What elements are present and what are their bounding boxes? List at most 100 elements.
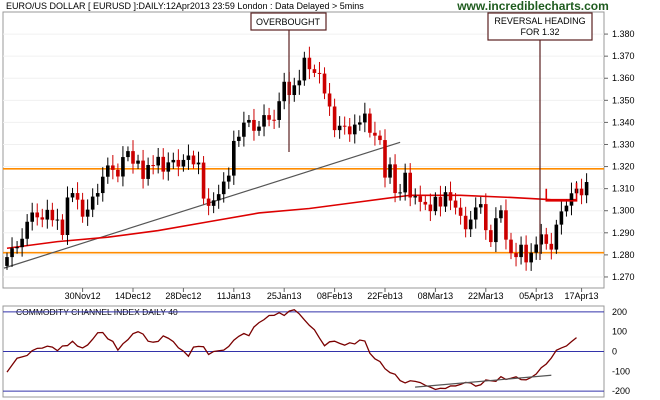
reversal-label-line1: REVERSAL HEADING	[494, 16, 585, 26]
candle	[368, 108, 372, 138]
candle	[90, 188, 95, 218]
candle	[569, 182, 574, 216]
candle-body	[232, 140, 236, 176]
candle-body	[75, 193, 80, 200]
candle	[327, 82, 332, 116]
candle-body	[106, 165, 110, 177]
candle	[282, 72, 286, 110]
candle	[191, 150, 196, 169]
watermark: www.incrediblecharts.com	[456, 0, 609, 13]
candle-body	[277, 101, 281, 120]
candle	[514, 242, 518, 267]
date-tick-label: 08Mar13	[418, 291, 454, 301]
candle-body	[383, 140, 387, 178]
candle-body	[468, 219, 473, 230]
candle-body	[428, 204, 433, 212]
price-support-line	[3, 141, 401, 269]
candle-body	[55, 219, 60, 221]
candle	[534, 236, 538, 260]
candle-body	[579, 188, 584, 196]
price-tick-label: 1.290	[612, 228, 635, 238]
candle	[60, 214, 65, 240]
candle	[383, 129, 387, 188]
candle-body	[559, 211, 564, 225]
candle	[408, 163, 412, 207]
candle	[468, 210, 473, 237]
candle-body	[15, 247, 19, 249]
candle-body	[141, 160, 145, 179]
candle	[297, 69, 302, 95]
candle	[559, 200, 564, 235]
candle	[95, 183, 100, 205]
candle-body	[403, 172, 407, 193]
date-tick-label: 05Apr13	[519, 291, 553, 301]
candle	[70, 187, 75, 203]
candle-body	[448, 192, 453, 201]
candle	[524, 235, 528, 271]
candle-body	[342, 125, 347, 127]
candle	[453, 192, 458, 215]
candle	[211, 192, 216, 214]
candle	[35, 203, 40, 226]
candle	[373, 121, 377, 146]
candle	[358, 115, 362, 131]
candle-body	[272, 119, 276, 121]
candle-body	[378, 135, 382, 141]
reversal-bracket	[545, 182, 578, 202]
candle-body	[121, 157, 125, 177]
price-tick-label: 1.340	[612, 117, 635, 127]
candle-body	[292, 85, 297, 96]
candle	[554, 219, 559, 254]
cci-series	[6, 309, 577, 391]
cci-axis-ticks: -200 -100 0 100 200	[612, 307, 630, 396]
candle-body	[302, 57, 307, 81]
candle-body	[20, 238, 24, 248]
candle-body	[267, 115, 271, 120]
candle	[5, 252, 9, 270]
candle	[267, 107, 271, 127]
candle-body	[116, 169, 120, 177]
candle	[418, 185, 423, 212]
price-tick-label: 1.370	[612, 51, 635, 61]
candle	[111, 155, 115, 180]
candle	[332, 98, 337, 138]
candle	[201, 156, 206, 205]
candle	[226, 167, 231, 189]
candle-body	[388, 164, 392, 178]
cci-tick-label: 0	[612, 347, 617, 357]
candle	[116, 163, 120, 183]
candle	[388, 157, 392, 184]
candle-body	[418, 196, 423, 202]
cci-line	[6, 309, 577, 391]
candle-body	[201, 162, 206, 199]
candle	[549, 232, 554, 260]
candle-body	[50, 209, 55, 221]
moving-average	[6, 194, 577, 250]
candle-body	[237, 136, 241, 141]
cci-tick-label: -100	[612, 366, 630, 376]
candle-body	[252, 119, 256, 131]
candle	[438, 185, 443, 217]
candle-body	[408, 172, 412, 198]
date-tick-label: 22Feb13	[367, 291, 403, 301]
candle-body	[85, 209, 90, 217]
candle	[156, 147, 160, 174]
candle-body	[221, 181, 226, 195]
candle	[136, 154, 140, 169]
candle	[489, 224, 493, 248]
candle-body	[181, 159, 186, 167]
candle	[221, 172, 226, 203]
candle	[161, 148, 166, 180]
date-tick-label: 25Jan13	[267, 291, 302, 301]
date-tick-label: 08Feb13	[317, 291, 353, 301]
candle	[65, 186, 70, 245]
candle	[393, 154, 397, 203]
candle	[80, 192, 85, 223]
candle-body	[191, 155, 196, 165]
candle	[317, 61, 322, 84]
candle-body	[216, 194, 221, 201]
candle-body	[398, 192, 402, 194]
candle-body	[322, 73, 327, 94]
candle-body	[262, 115, 266, 127]
